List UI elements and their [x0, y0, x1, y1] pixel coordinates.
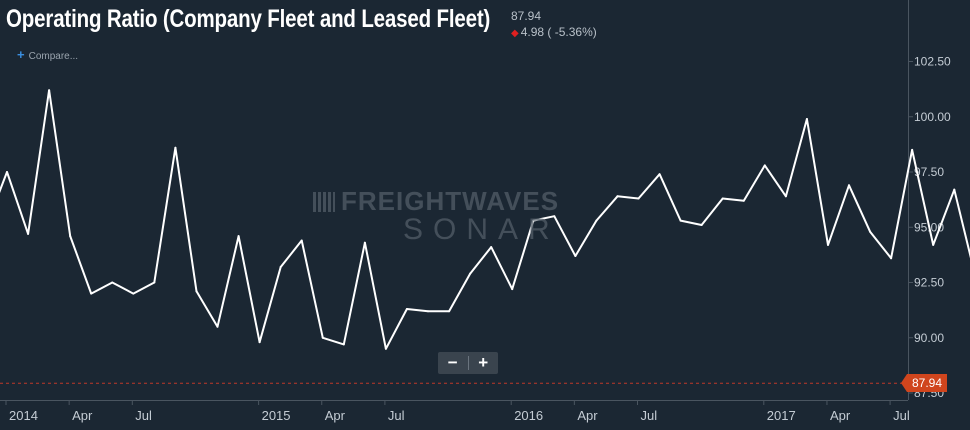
data-point [532, 219, 535, 222]
zoom-separator [467, 356, 469, 370]
x-tick-label: Jul [135, 408, 152, 423]
x-tick-label: Apr [830, 408, 851, 423]
change-value: 4.98 ( -5.36%) [520, 25, 597, 39]
data-point [469, 272, 472, 275]
x-tick-label: Jul [388, 408, 405, 423]
data-point [616, 195, 619, 198]
x-tick-label: Apr [325, 408, 346, 423]
x-tick-label: Apr [72, 408, 93, 423]
x-tick-label: 2017 [767, 408, 796, 423]
data-point [742, 199, 745, 202]
data-point [69, 235, 72, 238]
data-point [869, 230, 872, 233]
data-point [174, 146, 177, 149]
data-point [216, 325, 219, 328]
data-point [48, 89, 51, 92]
x-axis-ticks: 2014 Apr Jul 2015 Apr Jul 2016 Apr Jul 2017 Apr Jul… [5, 400, 910, 423]
y-tick-label: 92.50 [914, 276, 944, 290]
x-tick-label: 2014 [9, 408, 38, 423]
last-value: 87.94 [511, 9, 542, 23]
data-point [763, 164, 766, 167]
y-tick-label: 90.00 [914, 331, 944, 345]
data-point [595, 219, 598, 222]
data-point [427, 310, 429, 313]
data-point [553, 215, 556, 218]
data-point [195, 290, 198, 293]
compare-label: Compare... [28, 51, 79, 62]
data-point [953, 188, 956, 191]
series-line [0, 89, 970, 350]
data-point [90, 292, 93, 295]
data-points [6, 89, 956, 350]
data-point [279, 266, 282, 269]
data-point [890, 257, 893, 260]
y-tick-label: 100.00 [914, 110, 951, 124]
y-tick-label: 97.50 [914, 165, 944, 179]
data-point [321, 336, 324, 339]
data-point [384, 347, 387, 350]
data-point [911, 148, 914, 151]
data-point [6, 171, 8, 173]
data-point [637, 197, 640, 200]
x-tick-label: 2015 [262, 408, 291, 423]
x-tick-label: 2016 [514, 408, 543, 423]
data-point [448, 310, 451, 313]
x-tick-label: Apr [577, 408, 598, 423]
y-tick-label: 102.50 [914, 55, 951, 69]
chart-title: Operating Ratio (Company Fleet and Lease… [6, 5, 491, 33]
x-tick-label: Jul [893, 408, 910, 423]
compare-button[interactable]: + Compare... [17, 47, 78, 62]
data-point [574, 254, 577, 257]
data-point [700, 224, 703, 227]
data-point [490, 246, 493, 249]
data-point [342, 343, 345, 346]
data-point [826, 243, 829, 246]
data-point [784, 195, 787, 198]
plus-icon: + [17, 47, 25, 62]
zoom-in-button[interactable]: + [478, 353, 489, 372]
zoom-control: − + [438, 352, 498, 374]
data-point [805, 117, 808, 120]
data-point [132, 292, 135, 295]
last-value-tag: 87.94 [901, 374, 947, 392]
data-point [300, 239, 303, 242]
data-point [679, 219, 682, 222]
data-point [848, 184, 850, 187]
data-point [237, 235, 240, 238]
data-point [111, 281, 114, 284]
data-point [153, 281, 156, 284]
data-point [511, 288, 514, 291]
data-point [721, 197, 724, 200]
x-tick-label: Jul [641, 408, 658, 423]
triangle-down-icon: ◆ [511, 28, 519, 39]
data-point [258, 341, 261, 344]
data-point [658, 173, 661, 176]
data-point [405, 308, 408, 311]
zoom-out-button[interactable]: − [447, 353, 458, 372]
data-point [932, 243, 935, 246]
change-row: ◆ 4.98 ( -5.36%) [511, 25, 597, 39]
data-point [363, 241, 366, 244]
data-point [27, 232, 30, 235]
